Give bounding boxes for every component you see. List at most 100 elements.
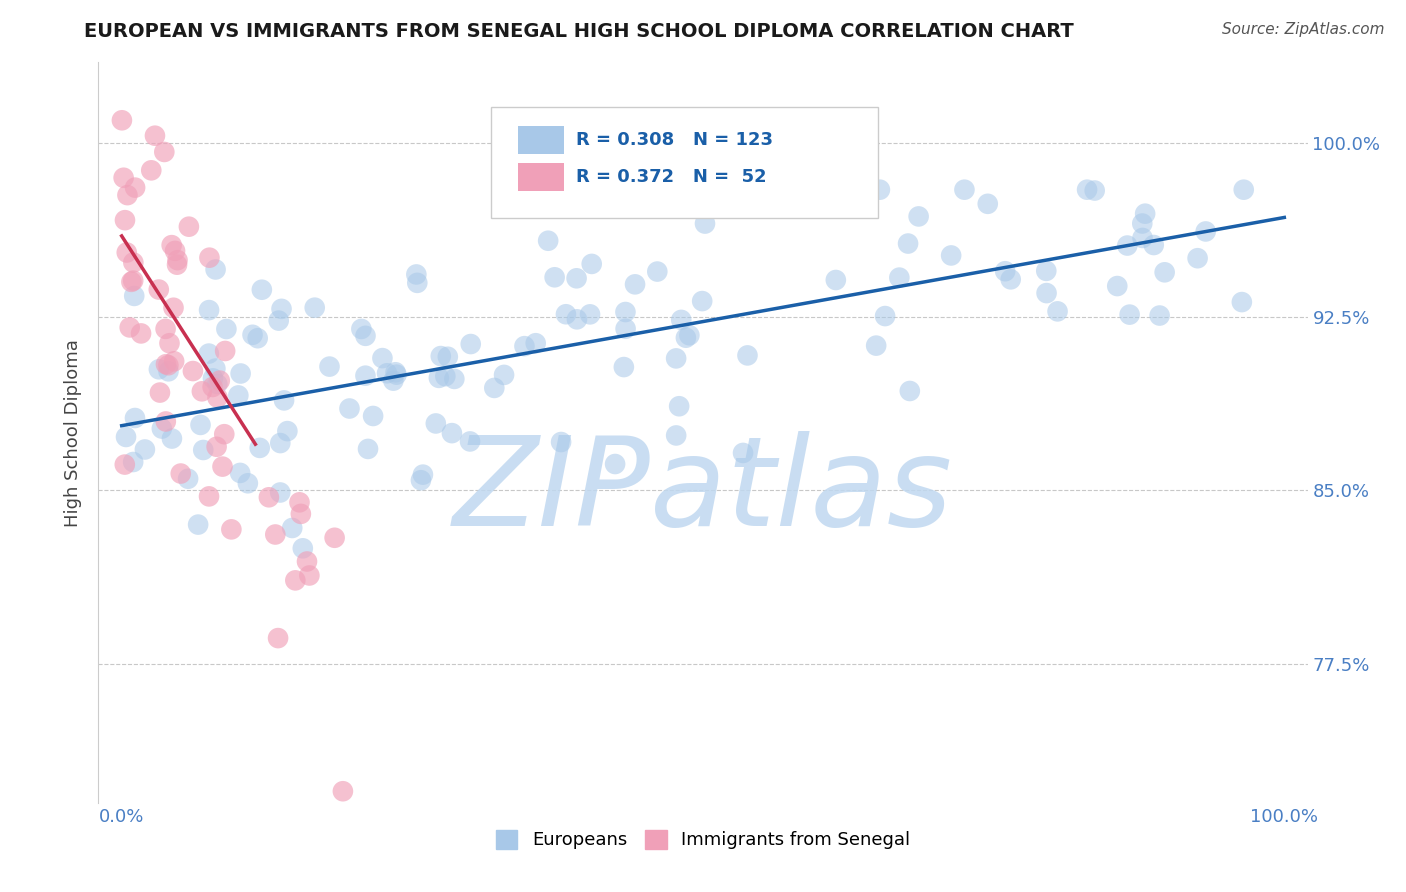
Point xyxy=(939,248,962,262)
Point xyxy=(166,253,188,268)
Text: R = 0.308   N = 123: R = 0.308 N = 123 xyxy=(576,131,773,149)
Point xyxy=(269,436,291,450)
Point xyxy=(166,258,188,272)
Point xyxy=(177,219,200,234)
Point xyxy=(157,364,180,378)
Point xyxy=(304,301,326,315)
Text: ZIPatlas: ZIPatlas xyxy=(453,432,953,552)
Point xyxy=(273,393,295,408)
Point xyxy=(1107,279,1129,293)
Point xyxy=(1118,308,1140,322)
Point xyxy=(1149,309,1171,323)
Point xyxy=(141,163,163,178)
Point xyxy=(201,380,224,394)
Point xyxy=(114,213,136,227)
Point xyxy=(690,294,713,309)
Point xyxy=(1046,304,1069,318)
Point xyxy=(1084,184,1107,198)
Point xyxy=(159,336,181,351)
Point xyxy=(332,784,354,798)
FancyBboxPatch shape xyxy=(517,163,564,191)
Point xyxy=(228,388,250,402)
Point xyxy=(429,349,451,363)
Point xyxy=(204,361,226,376)
Point xyxy=(246,331,269,345)
Point xyxy=(339,401,361,416)
Point xyxy=(148,283,170,297)
Point xyxy=(354,328,377,343)
Point xyxy=(204,262,226,277)
Point xyxy=(1076,183,1098,197)
Point xyxy=(427,371,450,385)
Point xyxy=(211,459,233,474)
Point xyxy=(1116,238,1139,252)
Point xyxy=(613,360,636,375)
Point xyxy=(201,371,224,385)
Point xyxy=(242,327,264,342)
Point xyxy=(977,196,1000,211)
Point xyxy=(122,274,145,288)
Point xyxy=(869,183,891,197)
Point xyxy=(150,421,173,435)
Point xyxy=(1195,224,1218,238)
Point xyxy=(385,368,408,382)
Point xyxy=(537,234,560,248)
Point xyxy=(384,365,406,379)
Point xyxy=(284,574,307,588)
Point xyxy=(214,427,236,442)
Point xyxy=(1233,183,1256,197)
Text: Source: ZipAtlas.com: Source: ZipAtlas.com xyxy=(1222,22,1385,37)
Point xyxy=(624,277,647,292)
Point xyxy=(405,268,427,282)
Point xyxy=(143,128,166,143)
Point xyxy=(155,357,177,371)
Point xyxy=(124,180,146,194)
Point xyxy=(118,320,141,334)
Point xyxy=(298,568,321,582)
Point xyxy=(675,331,697,345)
Point xyxy=(565,271,588,285)
Point xyxy=(207,391,229,405)
Point xyxy=(177,472,200,486)
Point xyxy=(134,442,156,457)
Point xyxy=(581,257,603,271)
Point xyxy=(114,458,136,472)
Point xyxy=(1035,286,1057,301)
Point xyxy=(524,336,547,351)
Point xyxy=(565,312,588,326)
Point xyxy=(163,354,186,368)
Point xyxy=(120,275,142,289)
Point xyxy=(229,466,252,480)
Point xyxy=(579,307,602,321)
Point xyxy=(205,440,228,454)
Point xyxy=(270,301,292,316)
Point xyxy=(460,337,482,351)
FancyBboxPatch shape xyxy=(517,126,564,154)
Point xyxy=(215,322,238,336)
Point xyxy=(412,467,434,482)
Point xyxy=(124,411,146,425)
Point xyxy=(354,368,377,383)
Point xyxy=(162,301,184,315)
Point xyxy=(122,289,145,303)
Text: R = 0.372   N =  52: R = 0.372 N = 52 xyxy=(576,169,766,186)
Point xyxy=(214,343,236,358)
Point xyxy=(668,399,690,413)
Point xyxy=(295,554,318,568)
Point xyxy=(375,366,398,380)
Point xyxy=(1130,217,1153,231)
Point xyxy=(229,367,252,381)
Point xyxy=(155,415,177,429)
Point xyxy=(129,326,152,341)
Point xyxy=(160,432,183,446)
Point xyxy=(406,276,429,290)
Point xyxy=(112,170,135,185)
Point xyxy=(1000,272,1022,286)
Point xyxy=(221,522,243,536)
Point xyxy=(1132,231,1154,245)
Point xyxy=(267,313,290,327)
Point xyxy=(198,251,221,265)
Point xyxy=(318,359,340,374)
Point xyxy=(170,467,193,481)
Point xyxy=(1133,207,1156,221)
